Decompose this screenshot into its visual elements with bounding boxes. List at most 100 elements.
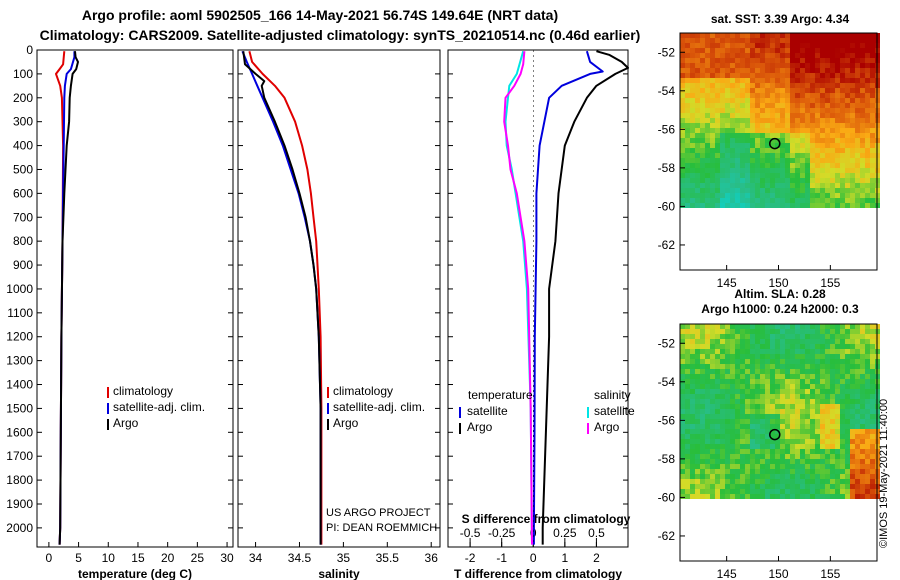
sla-map-cell — [755, 369, 760, 374]
sla-map-cell — [745, 414, 750, 419]
sst-map-cell — [835, 183, 840, 188]
sla-map-cell — [870, 489, 875, 494]
sla-map-cell — [835, 349, 840, 354]
sla-map-cell — [795, 419, 800, 424]
sla-map-cell — [830, 349, 835, 354]
sst-map-cell — [820, 188, 825, 193]
sst-map-cell — [710, 113, 715, 118]
sst-map-cell — [865, 78, 870, 83]
sla-map-cell — [740, 444, 745, 449]
sst-map-cell — [750, 53, 755, 58]
sst-map-cell — [865, 198, 870, 203]
sst-map-cell — [825, 158, 830, 163]
sla-map-cell — [775, 449, 780, 454]
sst-map-cell — [740, 43, 745, 48]
sla-map-cell — [695, 464, 700, 469]
sst-map-cell — [720, 203, 725, 208]
sst-map-cell — [680, 173, 685, 178]
sla-map-cell — [710, 339, 715, 344]
sst-map-cell — [705, 48, 710, 53]
sla-map-cell — [830, 474, 835, 479]
sla-map-cell — [800, 354, 805, 359]
sla-map-cell — [855, 374, 860, 379]
sst-map-cell — [765, 113, 770, 118]
sst-map-cell — [790, 198, 795, 203]
sla-map-cell — [805, 459, 810, 464]
sst-map-cell — [690, 83, 695, 88]
sla-map-cell — [850, 424, 855, 429]
sst-map-cell — [765, 108, 770, 113]
sst-map-ytick-label: -58 — [658, 161, 676, 175]
sst-map-cell — [730, 93, 735, 98]
sla-map-cell — [720, 479, 725, 484]
sla-map-cell — [765, 354, 770, 359]
sla-map-cell — [740, 394, 745, 399]
sst-map-cell — [710, 98, 715, 103]
sla-map-cell — [710, 329, 715, 334]
sst-map-cell — [860, 113, 865, 118]
sla-map-cell — [760, 419, 765, 424]
sla-map-cell — [745, 434, 750, 439]
sst-map-cell — [820, 198, 825, 203]
sla-map-cell — [725, 339, 730, 344]
sst-map-cell — [800, 203, 805, 208]
sst-map-cell — [730, 183, 735, 188]
sst-map-cell — [800, 103, 805, 108]
sst-map-cell — [745, 113, 750, 118]
sst-map-cell — [810, 163, 815, 168]
sla-map-cell — [785, 434, 790, 439]
sla-map-cell — [715, 489, 720, 494]
sla-map-cell — [685, 384, 690, 389]
sst-map-cell — [810, 43, 815, 48]
sst-map-cell — [745, 88, 750, 93]
sla-map-cell — [705, 399, 710, 404]
sla-map-cell — [765, 394, 770, 399]
sla-map-cell — [845, 484, 850, 489]
sla-map-cell — [715, 479, 720, 484]
sla-map-cell — [750, 394, 755, 399]
sla-map-cell — [705, 424, 710, 429]
sla-map-cell — [775, 419, 780, 424]
sst-map-cell — [705, 118, 710, 123]
sst-map-cell — [695, 48, 700, 53]
sst-map-cell — [855, 53, 860, 58]
sla-map-cell — [750, 354, 755, 359]
sla-map-cell — [775, 344, 780, 349]
sla-map-cell — [715, 344, 720, 349]
sla-map-cell — [695, 454, 700, 459]
sst-map-cell — [720, 143, 725, 148]
sla-map-cell — [820, 344, 825, 349]
sla-map-cell — [780, 424, 785, 429]
sst-map-cell — [845, 108, 850, 113]
sla-map-cell — [720, 464, 725, 469]
sst-map-cell — [835, 118, 840, 123]
sla-map-cell — [690, 489, 695, 494]
sst-map-cell — [840, 53, 845, 58]
sla-map-cell — [825, 379, 830, 384]
sla-map-cell — [830, 429, 835, 434]
sla-map-cell — [695, 494, 700, 499]
sla-map-cell — [815, 429, 820, 434]
sst-map-cell — [790, 128, 795, 133]
sst-map-cell — [760, 148, 765, 153]
sst-map-cell — [825, 123, 830, 128]
sst-map-cell — [870, 43, 875, 48]
sst-map-cell — [790, 108, 795, 113]
sla-map-cell — [850, 409, 855, 414]
sst-map-cell — [785, 198, 790, 203]
sla-map-cell — [680, 429, 685, 434]
sla-map-cell — [760, 444, 765, 449]
sla-map-cell — [710, 334, 715, 339]
sst-map-cell — [830, 148, 835, 153]
sla-map-cell — [775, 369, 780, 374]
sla-map-cell — [725, 439, 730, 444]
sla-map-cell — [765, 414, 770, 419]
depth-tick-label: 1000 — [6, 282, 33, 296]
sst-map-cell — [825, 78, 830, 83]
sst-map-cell — [685, 93, 690, 98]
sla-map-cell — [750, 344, 755, 349]
sst-map-cell — [865, 138, 870, 143]
sst-map-cell — [730, 123, 735, 128]
sst-map-cell — [745, 98, 750, 103]
sst-map-cell — [840, 48, 845, 53]
